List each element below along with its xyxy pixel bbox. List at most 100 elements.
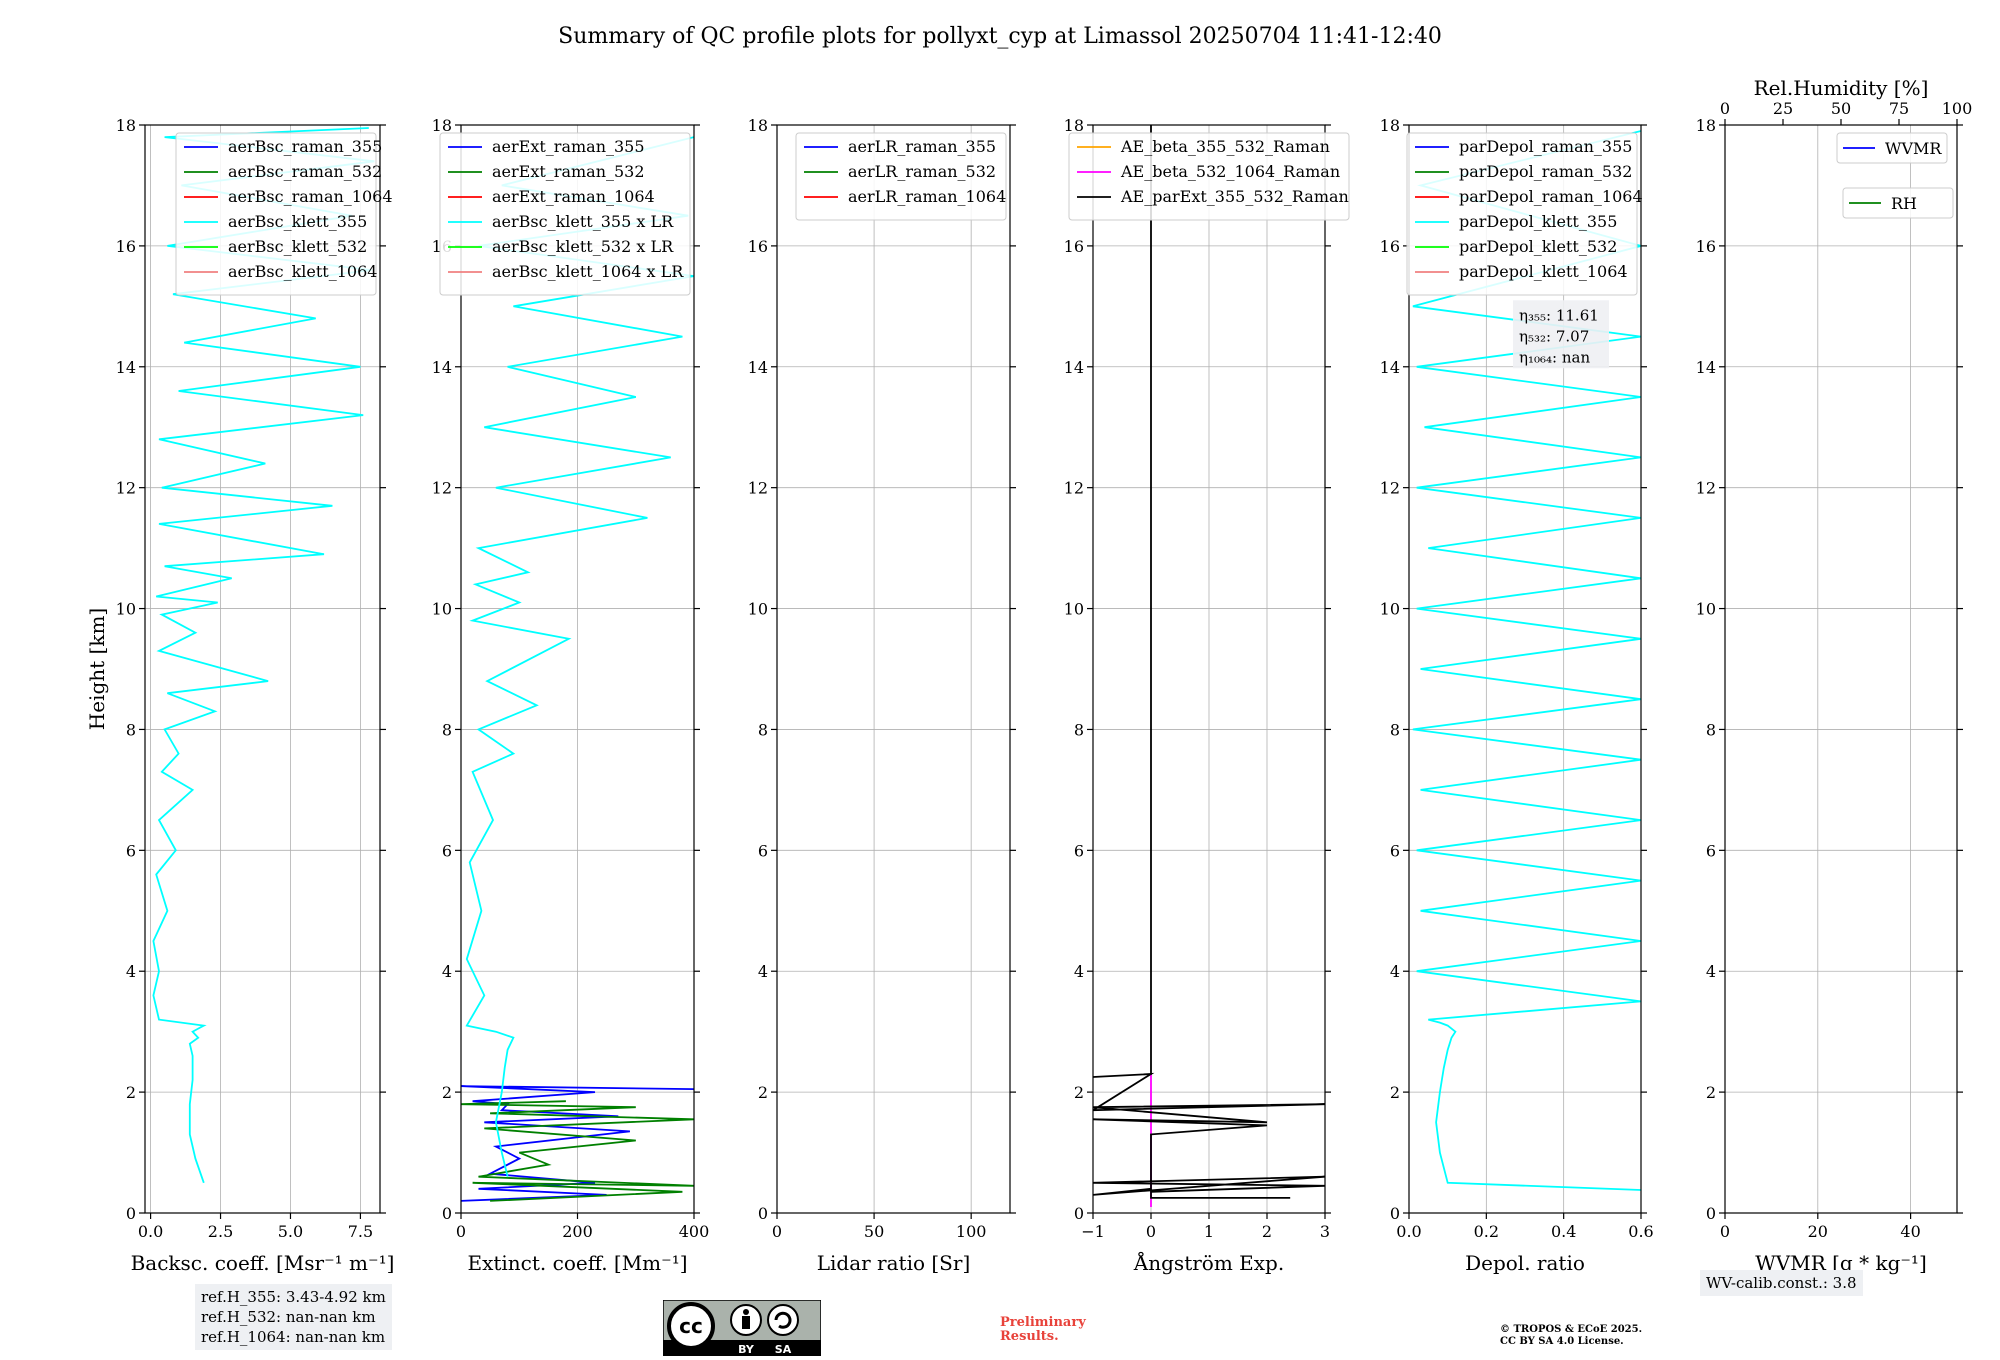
y-tick-label: 6 xyxy=(1706,841,1716,860)
y-tick-label: 4 xyxy=(442,962,452,981)
ref-height-1064: ref.H_1064: nan-nan km xyxy=(201,1328,386,1346)
series-group xyxy=(1412,130,1641,1191)
y-tick-label: 16 xyxy=(116,237,136,256)
series-group xyxy=(461,136,694,1202)
x-axis-label: Lidar ratio [Sr] xyxy=(817,1251,971,1275)
wv-calibration-box: WV-calib.const.: 3.8 xyxy=(1700,1270,1863,1296)
legend-entry: aerBsc_raman_532 xyxy=(228,162,382,181)
y-tick-label: 0 xyxy=(1706,1204,1716,1223)
y-tick-label: 12 xyxy=(432,479,452,498)
y-tick-label: 14 xyxy=(432,358,452,377)
panel-5: 0.0 0.2 0.4 0.6 0 2 4 6 8 10 12 14 16 18 Depol. ratio p… xyxy=(1380,116,1654,1275)
copyright-line-1: © TROPOS & ECoE 2025. xyxy=(1500,1324,1643,1335)
y-tick-label: 6 xyxy=(442,841,452,860)
x-axis-label: Ångström Exp. xyxy=(1133,1250,1284,1275)
top-x-tick-label: 50 xyxy=(1831,99,1851,118)
x-tick-label: 1 xyxy=(1204,1222,1214,1241)
x-tick-label: 100 xyxy=(956,1222,987,1241)
legend-entry: RH xyxy=(1891,194,1917,213)
legend-entry: aerBsc_klett_355 xyxy=(228,212,367,231)
y-tick-label: 14 xyxy=(116,358,136,377)
y-tick-label: 10 xyxy=(116,600,136,619)
legend: aerLR_raman_355 aerLR_raman_532 aerLR_rama… xyxy=(795,132,1007,221)
series-aerBsc_klett_355 x LR xyxy=(465,136,694,1177)
legend-entry: aerBsc_klett_1064 x LR xyxy=(492,262,684,281)
legend-entry: aerExt_raman_1064 xyxy=(492,187,655,206)
cc-by-label: BY xyxy=(738,1343,755,1356)
y-tick-label: 2 xyxy=(126,1083,136,1102)
annotation-line: η₁₀₆₄: nan xyxy=(1519,348,1590,366)
x-tick-label: −1 xyxy=(1081,1222,1105,1241)
y-tick-label: 0 xyxy=(1074,1204,1084,1223)
y-tick-label: 18 xyxy=(1696,116,1716,135)
legend-entry: aerExt_raman_532 xyxy=(492,162,645,181)
legend-entry: aerExt_raman_355 xyxy=(492,137,645,156)
preliminary-line-1: Preliminary xyxy=(1000,1315,1086,1330)
legend: RH xyxy=(1842,187,1954,219)
y-tick-label: 2 xyxy=(442,1083,452,1102)
y-tick-label: 4 xyxy=(1706,962,1716,981)
panel-2: 0200400024681012141618Extinct. coeff. [M… xyxy=(432,116,710,1275)
ref-height-355: ref.H_355: 3.43-4.92 km xyxy=(201,1288,386,1306)
figure-title: Summary of QC profile plots for pollyxt_… xyxy=(558,24,1442,49)
top-x-tick-label: 0 xyxy=(1720,99,1730,118)
x-tick-label: 40 xyxy=(1900,1222,1920,1241)
x-tick-label: 3 xyxy=(1320,1222,1330,1241)
legend-entry: AE_parExt_355_532_Raman xyxy=(1120,187,1349,206)
annotation-line: η₅₃₂: 7.07 xyxy=(1519,327,1589,345)
x-tick-label: 5.0 xyxy=(278,1222,303,1241)
copyright-line-2: CC BY SA 4.0 License. xyxy=(1500,1336,1624,1347)
legend-entry: aerLR_raman_532 xyxy=(848,162,996,181)
x-tick-label: 2 xyxy=(1262,1222,1272,1241)
y-tick-label: 8 xyxy=(126,720,136,739)
eta-annotation: η₃₅₅: 11.61 η₅₃₂: 7.07 η₁₀₆₄: nan xyxy=(1513,300,1609,369)
y-tick-label: 6 xyxy=(1390,841,1400,860)
x-tick-label: 0 xyxy=(456,1222,466,1241)
y-tick-label: 12 xyxy=(116,479,136,498)
svg-text:cc: cc xyxy=(679,1314,703,1338)
top-x-tick-label: 25 xyxy=(1773,99,1793,118)
legend-entry: AE_beta_355_532_Raman xyxy=(1120,137,1330,156)
y-tick-label: 0 xyxy=(442,1204,452,1223)
series-group xyxy=(1093,125,1325,1207)
axes-frame xyxy=(1724,124,1958,1214)
x-tick-label: 20 xyxy=(1808,1222,1828,1241)
legend-entry: parDepol_raman_355 xyxy=(1459,137,1632,156)
axes-frame xyxy=(1408,124,1642,1214)
y-tick-label: 12 xyxy=(1380,479,1400,498)
preliminary-line-2: Results. xyxy=(1000,1329,1059,1344)
legend: parDepol_raman_355 parDepol_raman_532 parD… xyxy=(1406,132,1643,296)
y-tick-label: 6 xyxy=(1074,841,1084,860)
legend-entry: aerLR_raman_1064 xyxy=(848,187,1006,206)
legend: AE_beta_355_532_Raman AE_beta_532_1064_Ra… xyxy=(1068,132,1350,221)
y-tick-label: 14 xyxy=(1064,358,1084,377)
cc-sa-label: SA xyxy=(775,1343,792,1356)
legend-entry: parDepol_klett_355 xyxy=(1459,212,1617,231)
y-tick-label: 18 xyxy=(432,116,452,135)
copyright-note: © TROPOS & ECoE 2025. CC BY SA 4.0 Licen… xyxy=(1500,1324,1642,1348)
x-axis-label: Backsc. coeff. [Msr⁻¹ m⁻¹] xyxy=(131,1251,395,1275)
preliminary-note: Preliminary Results. xyxy=(1000,1316,1086,1344)
top-x-tick-label: 100 xyxy=(1942,99,1973,118)
y-tick-label: 2 xyxy=(1390,1083,1400,1102)
legend-entry: aerBsc_klett_1064 xyxy=(228,262,377,281)
legend-entry: AE_beta_532_1064_Raman xyxy=(1120,162,1340,181)
y-tick-label: 16 xyxy=(748,237,768,256)
x-axis-label: Depol. ratio xyxy=(1465,1251,1585,1275)
legend-box xyxy=(1836,132,1948,164)
x-tick-label: 7.5 xyxy=(348,1222,373,1241)
y-tick-label: 10 xyxy=(1380,600,1400,619)
reference-height-box: ref.H_355: 3.43-4.92 km ref.H_532: nan-n… xyxy=(195,1284,392,1350)
y-axis-label: Height [km] xyxy=(85,608,109,730)
top-x-axis-label: Rel.Humidity [%] xyxy=(1754,76,1929,100)
x-tick-label: 0 xyxy=(1146,1222,1156,1241)
y-tick-label: 4 xyxy=(1074,962,1084,981)
y-tick-label: 6 xyxy=(126,841,136,860)
y-tick-label: 4 xyxy=(758,962,768,981)
y-tick-label: 0 xyxy=(126,1204,136,1223)
y-tick-label: 10 xyxy=(748,600,768,619)
x-tick-label: 0.6 xyxy=(1628,1222,1653,1241)
